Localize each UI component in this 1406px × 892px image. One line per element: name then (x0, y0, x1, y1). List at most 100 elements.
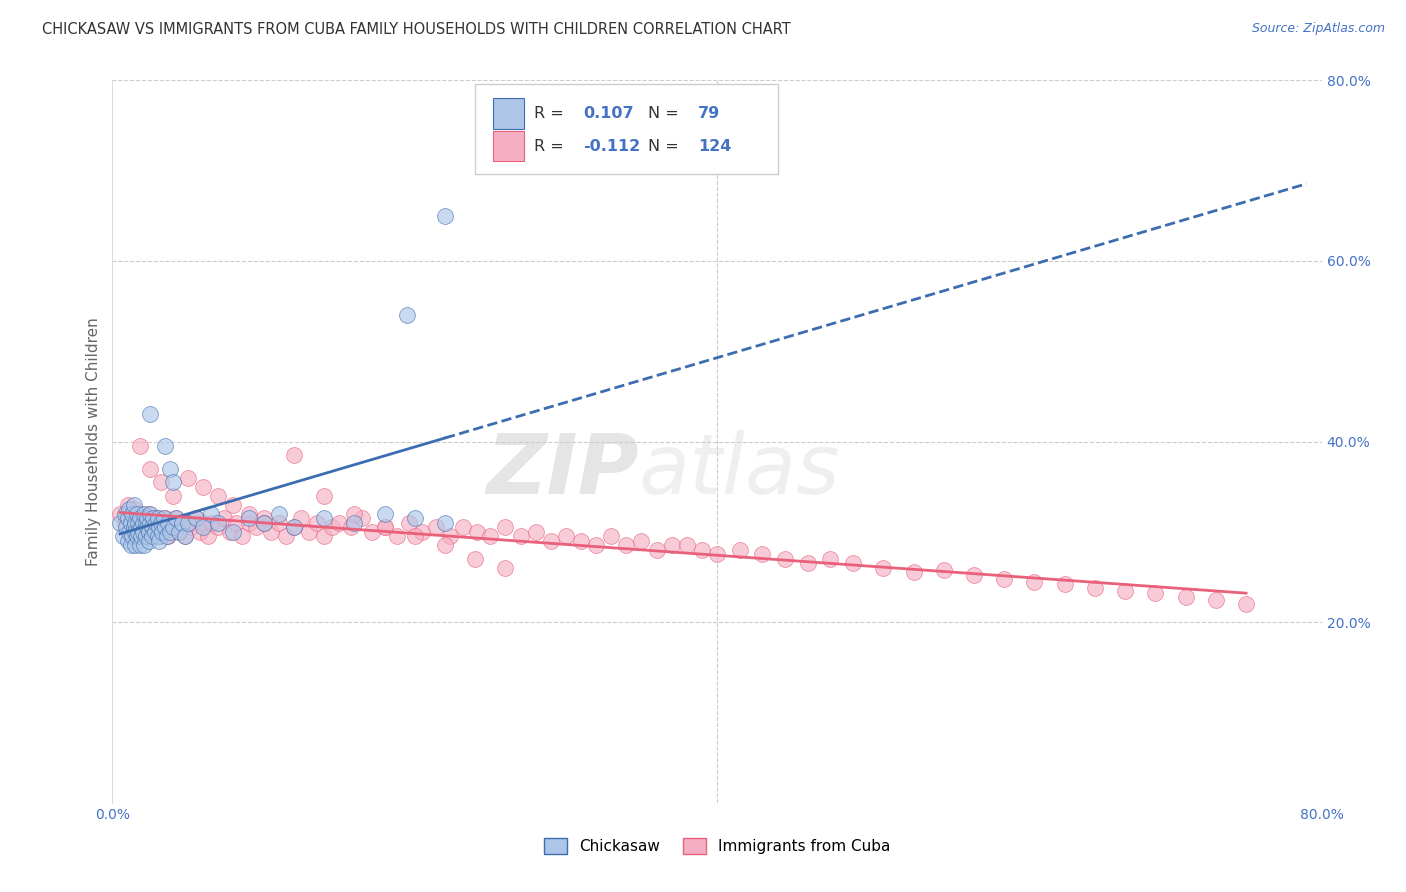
Point (374, 520, 396, 534)
Point (162, 520, 184, 534)
Point (143, 520, 166, 534)
Point (177, 516, 200, 530)
Point (773, 552, 796, 566)
Point (630, 533, 652, 548)
Point (127, 511, 149, 525)
Text: N =: N = (648, 106, 679, 121)
Point (153, 511, 176, 525)
Point (145, 516, 167, 530)
Point (433, 516, 456, 530)
Point (132, 516, 155, 530)
Point (129, 520, 152, 534)
Point (993, 572, 1015, 586)
Point (343, 507, 366, 521)
Point (155, 439, 177, 453)
Point (404, 529, 426, 543)
Point (253, 516, 276, 530)
Point (433, 538, 456, 552)
Point (207, 489, 229, 503)
Point (540, 533, 562, 548)
Text: N =: N = (648, 138, 679, 153)
Point (125, 529, 148, 543)
Point (314, 511, 336, 525)
Point (276, 529, 298, 543)
Point (509, 529, 531, 543)
Point (191, 480, 214, 494)
Point (146, 529, 169, 543)
Point (569, 533, 592, 548)
Point (661, 538, 683, 552)
Point (260, 524, 283, 539)
Point (305, 516, 328, 530)
Point (214, 511, 236, 525)
Point (108, 516, 131, 530)
Point (159, 461, 181, 475)
Point (108, 507, 131, 521)
Point (1144, 586, 1167, 600)
Point (321, 520, 343, 534)
Point (162, 475, 184, 490)
Point (1024, 574, 1046, 589)
Point (425, 520, 447, 534)
Point (706, 548, 728, 562)
Point (963, 568, 986, 582)
Point (396, 308, 419, 322)
Point (495, 561, 517, 575)
Point (439, 529, 461, 543)
Point (114, 507, 136, 521)
Point (129, 507, 152, 521)
Point (132, 516, 155, 530)
Text: R =: R = (534, 106, 564, 121)
Point (127, 524, 149, 539)
Point (231, 529, 253, 543)
Point (464, 552, 486, 566)
Point (238, 516, 260, 530)
Point (174, 529, 197, 543)
Point (132, 524, 155, 539)
Text: R =: R = (534, 138, 564, 153)
Point (145, 524, 167, 539)
Point (117, 498, 139, 512)
Text: atlas: atlas (638, 430, 841, 511)
Point (1053, 577, 1076, 591)
Point (253, 511, 276, 525)
Point (290, 511, 312, 525)
Point (1234, 597, 1257, 611)
Point (120, 516, 142, 530)
Point (142, 511, 165, 525)
Point (138, 507, 160, 521)
Point (267, 516, 290, 530)
Point (690, 542, 713, 557)
FancyBboxPatch shape (475, 84, 778, 174)
Point (283, 520, 305, 534)
Point (616, 538, 638, 552)
Point (127, 516, 149, 530)
Point (524, 524, 547, 539)
Point (585, 538, 607, 552)
Text: 0.107: 0.107 (583, 106, 634, 121)
Point (201, 516, 224, 530)
Point (167, 524, 190, 539)
Point (122, 520, 145, 534)
Point (114, 516, 136, 530)
Point (139, 516, 162, 530)
Point (118, 524, 141, 539)
Point (124, 538, 146, 552)
Point (135, 516, 157, 530)
Point (153, 524, 176, 539)
Point (184, 511, 207, 525)
Point (207, 520, 229, 534)
Point (134, 538, 156, 552)
Point (148, 520, 170, 534)
Point (398, 516, 420, 530)
Point (117, 511, 139, 525)
Point (675, 538, 697, 552)
Point (124, 524, 146, 539)
Point (1174, 590, 1197, 604)
Point (479, 529, 502, 543)
Point (314, 489, 336, 503)
Point (225, 516, 247, 530)
Point (219, 524, 242, 539)
Point (188, 524, 211, 539)
Point (138, 524, 160, 539)
